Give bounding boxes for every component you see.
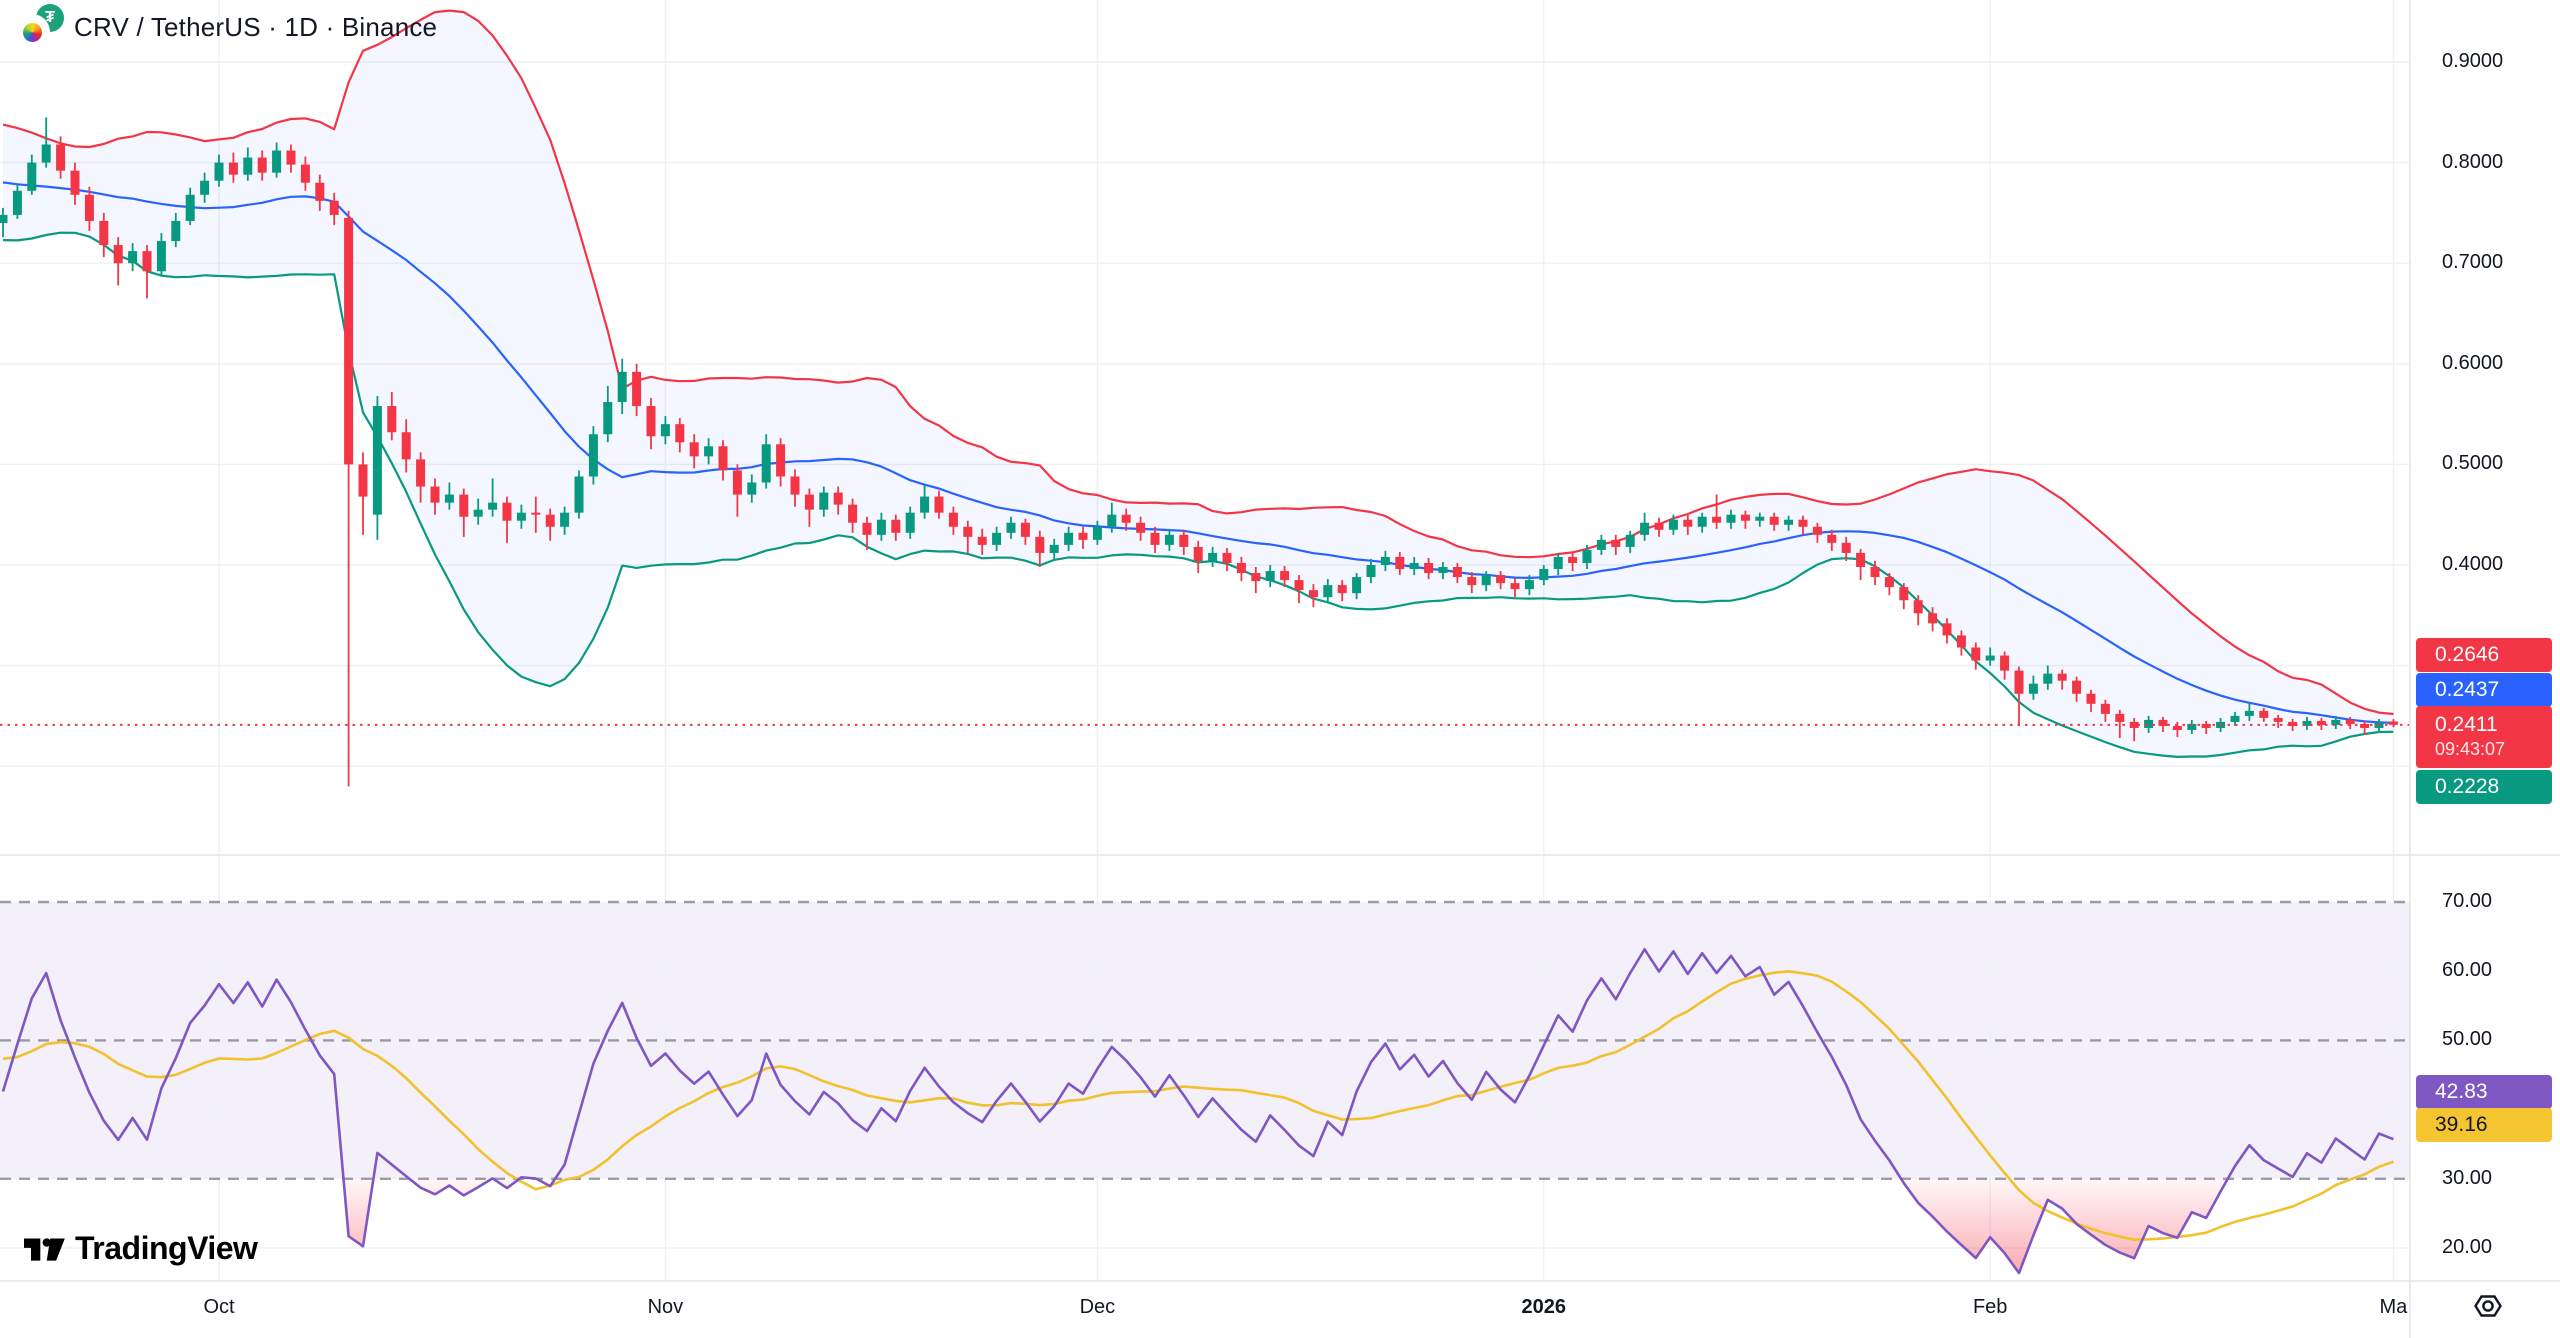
rsi-axis-label: 50.00 xyxy=(2442,1028,2493,1051)
bb-lower-tag: 0.2228 xyxy=(2416,770,2552,804)
rsi-value-tag: 42.83 xyxy=(2416,1075,2552,1109)
tradingview-watermark-link[interactable]: TradingView xyxy=(24,1230,258,1267)
rsi-axis-label: 60.00 xyxy=(2442,959,2493,982)
last-price-tag: 0.2411 09:43:07 xyxy=(2416,706,2552,768)
candle-countdown: 09:43:07 xyxy=(2435,739,2506,759)
rsi-axis-label: 20.00 xyxy=(2442,1236,2493,1258)
time-axis-label-ma: Ma xyxy=(2379,1296,2408,1318)
time-axis-settings-button[interactable] xyxy=(2472,1290,2504,1322)
time-axis-label-nov: Nov xyxy=(647,1296,684,1318)
time-axis-label-2026: 2026 xyxy=(1521,1296,1567,1318)
candlestick-series xyxy=(0,117,2398,787)
symbol-header[interactable]: ₮ CRV / TetherUS · 1D · Binance xyxy=(14,4,437,50)
curve-logo-icon xyxy=(16,16,48,48)
rsi-indicator xyxy=(1,947,2394,1275)
bb-basis-tag: 0.2437 xyxy=(2416,673,2552,707)
watermark-text: TradingView xyxy=(75,1230,258,1266)
price-axis-label: 0.6000 xyxy=(2442,351,2504,374)
rsi-axis-label: 30.00 xyxy=(2442,1166,2493,1189)
hex-nut-icon xyxy=(2474,1295,2502,1317)
symbol-logo: ₮ xyxy=(14,4,66,50)
price-axis-label: 0.7000 xyxy=(2442,251,2504,274)
time-axis-label-oct: Oct xyxy=(203,1296,235,1318)
tradingview-logo-icon xyxy=(24,1237,65,1261)
price-axis-label: 0.5000 xyxy=(2442,452,2504,475)
rsi-ma-value-tag: 39.16 xyxy=(2416,1108,2552,1142)
price-axis-label: 0.4000 xyxy=(2442,553,2504,575)
bollinger-bands xyxy=(2,9,2394,759)
rsi-axis-label: 70.00 xyxy=(2442,890,2493,912)
time-axis-label-dec: Dec xyxy=(1079,1296,1116,1318)
time-axis-label-feb: Feb xyxy=(1972,1296,2008,1318)
symbol-title[interactable]: CRV / TetherUS · 1D · Binance xyxy=(74,11,438,42)
price-axis-label: 0.9000 xyxy=(2442,50,2504,72)
bb-upper-tag: 0.2646 xyxy=(2416,638,2552,672)
price-axis-label: 0.8000 xyxy=(2442,150,2504,173)
